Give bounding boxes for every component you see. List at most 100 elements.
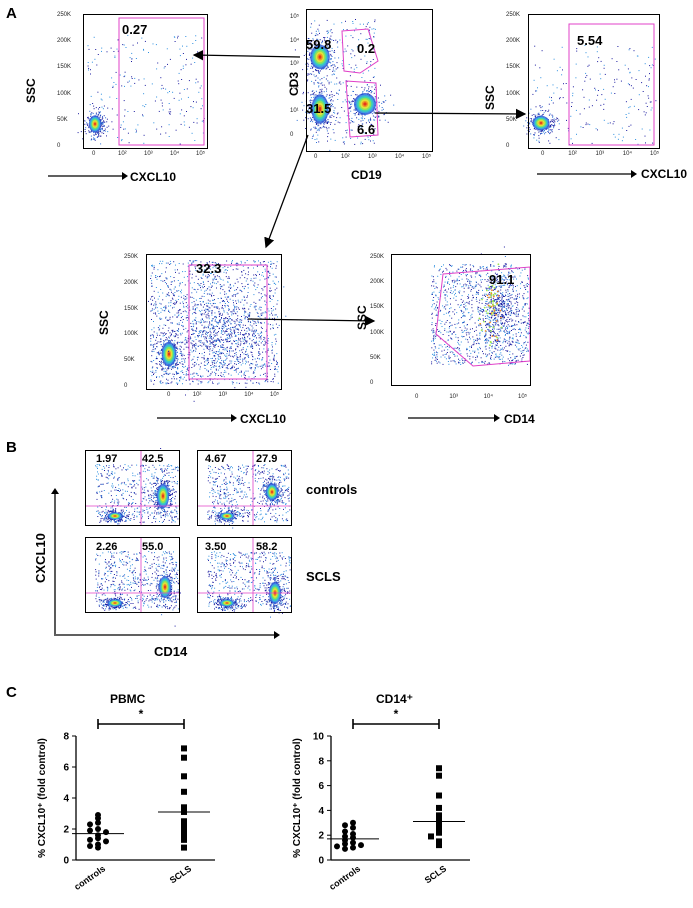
data-point-controls bbox=[95, 826, 101, 832]
quad-plot-control-1 bbox=[85, 448, 180, 526]
y-tick-label: 8 bbox=[63, 732, 69, 743]
flow-plot-center bbox=[294, 9, 433, 152]
gate-value-center-cd3: 59.8 bbox=[306, 37, 332, 52]
center-ytick: 10⁴ bbox=[290, 37, 300, 44]
x-arrow-bottom-left bbox=[157, 414, 237, 422]
quad-ul-2: 4.67 bbox=[205, 453, 227, 465]
bottom-left-xtick: 10³ bbox=[218, 392, 228, 398]
data-point-scls bbox=[436, 804, 442, 811]
bottom-right-ytick: 0 bbox=[370, 380, 374, 386]
bottom-left-ytick: 200K bbox=[124, 279, 139, 286]
quad-ur-2: 27.9 bbox=[256, 453, 278, 465]
bottom-right-xtick: 0 bbox=[415, 394, 419, 400]
center-ytick: 10² bbox=[290, 84, 299, 91]
data-point-scls bbox=[436, 765, 442, 772]
data-point-scls bbox=[436, 792, 442, 799]
bottom-left-xtick: 0 bbox=[167, 392, 171, 398]
y-axis-label: % CXCL10⁺ (fold control) bbox=[37, 738, 48, 858]
chart-title-pbmc: PBMC bbox=[110, 692, 146, 706]
data-point-scls bbox=[181, 822, 187, 829]
gate-value-center-neg: 31.5 bbox=[306, 101, 332, 116]
y-axis-label: % CXCL10⁺ (fold control) bbox=[292, 738, 303, 858]
bottom-right-ytick: 100K bbox=[370, 329, 385, 336]
data-point-controls bbox=[95, 815, 101, 822]
category-label: controls bbox=[327, 863, 362, 892]
data-point-scls bbox=[181, 836, 187, 843]
data-point-controls bbox=[350, 819, 356, 826]
left-ytick: 150K bbox=[57, 64, 72, 71]
chart-title-cd14: CD14⁺ bbox=[376, 692, 414, 706]
gate-value-center-double: 0.2 bbox=[357, 41, 376, 56]
quad-ul-1: 1.97 bbox=[96, 453, 118, 465]
data-point-controls bbox=[334, 843, 340, 850]
y-tick-label: 2 bbox=[318, 831, 324, 842]
bottom-left-xtick: 10² bbox=[192, 392, 202, 398]
right-ytick: 50K bbox=[506, 116, 517, 123]
right-xtick: 10³ bbox=[595, 151, 605, 157]
right-ytick: 200K bbox=[506, 38, 521, 45]
data-point-scls bbox=[181, 745, 187, 752]
gate-value-bottom-left: 32.3 bbox=[196, 261, 222, 276]
panel-letter-b: B bbox=[6, 439, 17, 456]
data-point-scls bbox=[436, 812, 442, 819]
center-xtick: 10³ bbox=[368, 154, 377, 160]
center-xtick: 0 bbox=[314, 154, 318, 160]
right-ytick: 0 bbox=[506, 143, 510, 149]
left-xtick: 10² bbox=[118, 151, 127, 157]
xlabel-left: CXCL10 bbox=[130, 170, 177, 184]
row-label-controls: controls bbox=[306, 482, 358, 497]
quad-ur-3: 55.0 bbox=[142, 541, 164, 553]
data-point-scls bbox=[181, 773, 187, 780]
quad-ur-1: 42.5 bbox=[142, 453, 164, 465]
y-tick-label: 0 bbox=[318, 856, 324, 867]
quad-ul-4: 3.50 bbox=[205, 541, 227, 553]
quad-ul-3: 2.26 bbox=[96, 541, 118, 553]
data-point-scls bbox=[181, 818, 187, 825]
left-ytick: 200K bbox=[57, 38, 72, 45]
bottom-right-ytick: 200K bbox=[370, 279, 385, 286]
y-tick-label: 10 bbox=[313, 732, 325, 743]
data-point-scls bbox=[181, 788, 187, 795]
data-point-scls bbox=[436, 824, 442, 831]
y-tick-label: 6 bbox=[318, 781, 324, 792]
y-arrow-panel-b bbox=[51, 488, 59, 634]
dot-plot-cd14: 0 2 4 6 8 10 % CXCL10⁺ (fold control) controls S… bbox=[292, 707, 470, 892]
gate-value-right: 5.54 bbox=[577, 33, 603, 48]
flow-plot-left bbox=[77, 14, 208, 149]
data-point-scls bbox=[181, 844, 187, 851]
data-point-controls bbox=[342, 828, 348, 835]
right-xtick: 10² bbox=[568, 151, 577, 157]
left-xtick: 10⁵ bbox=[196, 151, 206, 157]
data-point-scls bbox=[436, 842, 442, 849]
right-xtick: 10⁴ bbox=[622, 151, 633, 157]
data-point-controls bbox=[342, 840, 348, 847]
bottom-left-ytick: 250K bbox=[124, 254, 139, 260]
data-point-scls bbox=[181, 832, 187, 839]
bottom-left-ytick: 0 bbox=[124, 383, 128, 389]
right-ytick: 150K bbox=[506, 64, 521, 71]
y-tick-label: 4 bbox=[318, 806, 324, 817]
data-point-controls bbox=[103, 838, 109, 845]
data-point-controls bbox=[103, 829, 109, 836]
gate-value-bottom-right: 91.1 bbox=[489, 272, 515, 287]
left-xtick: 10⁴ bbox=[170, 151, 180, 157]
quad-plot-scls-2 bbox=[197, 537, 292, 618]
data-point-scls bbox=[436, 829, 442, 836]
data-point-scls bbox=[181, 827, 187, 834]
left-ytick: 50K bbox=[57, 116, 68, 123]
quad-plot-control-2 bbox=[197, 450, 292, 529]
right-ytick: 250K bbox=[506, 12, 521, 18]
significance-star: * bbox=[139, 707, 144, 721]
bottom-right-xtick: 10⁴ bbox=[483, 394, 493, 400]
data-point-controls bbox=[350, 839, 356, 846]
y-tick-label: 8 bbox=[318, 756, 324, 767]
bottom-right-xtick: 10³ bbox=[449, 394, 458, 400]
ylabel-panel-b: CXCL10 bbox=[33, 533, 48, 583]
category-label: controls bbox=[72, 863, 107, 892]
flow-plot-bottom-left bbox=[146, 254, 287, 402]
center-ytick: 0 bbox=[290, 132, 294, 138]
bottom-right-ytick: 50K bbox=[370, 354, 381, 361]
data-point-controls bbox=[350, 824, 356, 831]
row-label-scls: SCLS bbox=[306, 569, 341, 584]
significance-star: * bbox=[394, 707, 399, 721]
